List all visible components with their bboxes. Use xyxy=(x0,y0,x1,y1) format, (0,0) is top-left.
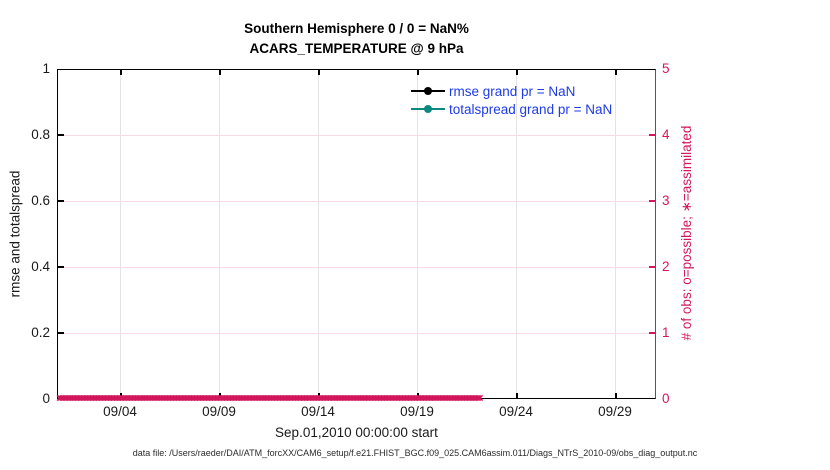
x-tick-mark xyxy=(318,393,320,398)
x-tick-label: 09/29 xyxy=(598,404,632,419)
x-tick-mark xyxy=(120,393,122,398)
vertical-gridline xyxy=(318,70,319,398)
y-right-tick-label: 2 xyxy=(662,259,670,274)
horizontal-gridline xyxy=(58,135,655,136)
x-tick-mark xyxy=(417,70,419,75)
x-tick-mark xyxy=(516,393,518,398)
x-tick-label: 09/19 xyxy=(400,404,434,419)
y-right-tick-mark xyxy=(649,200,655,202)
legend-item-rmse: rmse grand pr = NaN xyxy=(411,82,612,100)
x-tick-mark xyxy=(318,70,320,75)
legend-item-totalspread: totalspread grand pr = NaN xyxy=(411,100,612,118)
x-tick-mark xyxy=(120,70,122,75)
vertical-gridline xyxy=(615,70,616,398)
y-left-tick-label: 0 xyxy=(42,391,50,406)
x-axis-title: Sep.01,2010 00:00:00 start xyxy=(275,425,438,440)
legend-label-rmse: rmse grand pr = NaN xyxy=(449,83,576,99)
y-right-tick-mark xyxy=(649,134,655,136)
vertical-gridline xyxy=(516,70,517,398)
y-left-tick-mark xyxy=(58,266,64,268)
obs-zero-marker-band: ××××××××××××××××××××××××××××××××××××××××… xyxy=(56,392,484,404)
x-tick-label: 09/24 xyxy=(499,404,533,419)
x-tick-mark xyxy=(516,70,518,75)
chart-title-line2: ACARS_TEMPERATURE @ 9 hPa xyxy=(249,41,464,56)
rmse-line-marker-icon xyxy=(411,86,445,96)
y-right-tick-label: 3 xyxy=(662,193,670,208)
y-right-tick-label: 4 xyxy=(662,127,670,142)
y-right-tick-mark xyxy=(649,266,655,268)
horizontal-gridline xyxy=(58,201,655,202)
legend: rmse grand pr = NaN totalspread grand pr… xyxy=(411,82,612,118)
y-left-tick-mark xyxy=(58,134,64,136)
y-left-tick-label: 1 xyxy=(42,61,50,76)
y-left-tick-label: 0.6 xyxy=(31,193,50,208)
x-tick-label: 09/09 xyxy=(202,404,236,419)
x-tick-mark xyxy=(219,70,221,75)
plot-area: ××××××××××××××××××××××××××××××××××××××××… xyxy=(56,69,656,404)
totalspread-line-marker-icon xyxy=(411,104,445,114)
vertical-gridline xyxy=(219,70,220,398)
x-tick-mark xyxy=(417,393,419,398)
y-left-tick-mark xyxy=(58,200,64,202)
x-tick-mark xyxy=(615,70,617,75)
left-axis-title: rmse and totalspread xyxy=(7,170,23,298)
vertical-gridline xyxy=(120,70,121,398)
horizontal-gridline xyxy=(58,333,655,334)
x-tick-label: 09/04 xyxy=(103,404,137,419)
y-right-tick-mark xyxy=(649,332,655,334)
y-left-tick-mark xyxy=(58,332,64,334)
x-tick-mark xyxy=(615,393,617,398)
vertical-gridline xyxy=(417,70,418,398)
chart-title: Southern Hemisphere 0 / 0 = NaN% ACARS_T… xyxy=(57,19,656,59)
data-file-path: data file: /Users/raeder/DAI/ATM_forcXX/… xyxy=(132,448,698,458)
y-right-tick-label: 1 xyxy=(662,325,670,340)
x-tick-label: 09/14 xyxy=(301,404,335,419)
x-tick-mark xyxy=(219,393,221,398)
right-axis-title: # of obs: o=possible; ∗=assimilated xyxy=(679,125,694,341)
y-left-tick-label: 0.8 xyxy=(31,127,50,142)
horizontal-gridline xyxy=(58,267,655,268)
y-right-tick-label: 5 xyxy=(662,61,670,76)
y-left-tick-label: 0.2 xyxy=(31,325,50,340)
y-left-tick-label: 0.4 xyxy=(31,259,50,274)
chart-title-line1: Southern Hemisphere 0 / 0 = NaN% xyxy=(244,21,469,36)
legend-label-totalspread: totalspread grand pr = NaN xyxy=(449,101,613,117)
y-right-tick-label: 0 xyxy=(662,391,670,406)
